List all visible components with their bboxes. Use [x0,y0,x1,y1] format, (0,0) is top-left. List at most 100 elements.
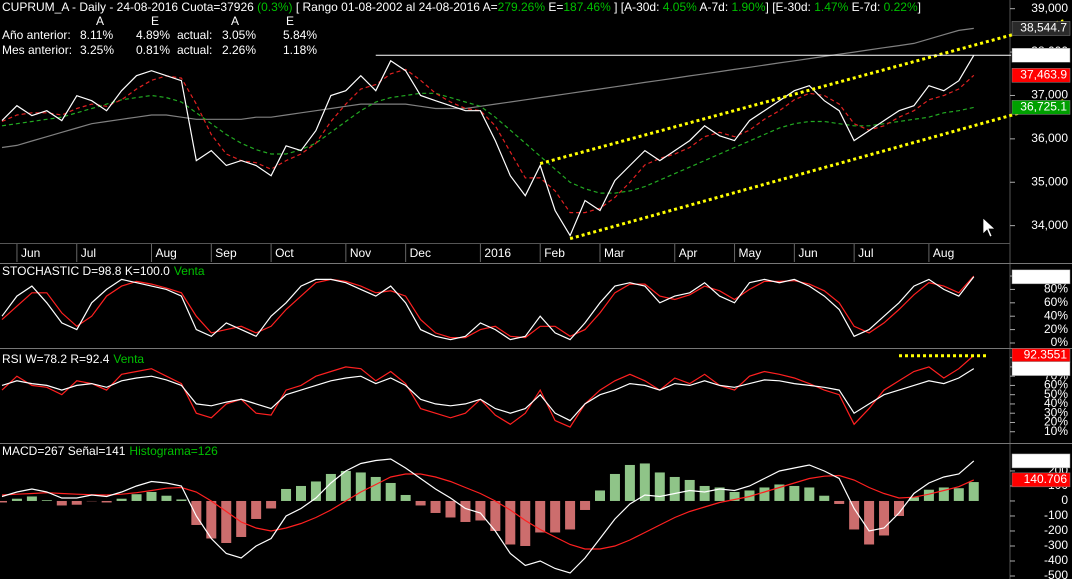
x-tick-label: Aug [933,246,954,260]
histogram-bar [176,499,187,501]
histogram-bar [281,488,292,501]
stats-value: 3.05% [222,28,256,42]
series-line [1,276,975,341]
histogram-bar [774,484,785,501]
header-part: [ Rango 01-08-2002 al 24-08-2016 A= [292,0,497,14]
price-tag [1011,453,1071,469]
histogram-bar [296,485,306,501]
stats-label: Año anterior: [2,28,71,42]
header-part: 187.46% [563,0,611,14]
histogram-bar [894,500,904,516]
price-tag-label: 78.1654 [1024,361,1068,375]
header-part: 1.47% [814,0,848,14]
x-tick-label: Mar [604,246,625,260]
histogram-bar [744,490,755,501]
histogram-bar [146,491,157,501]
x-tick-label: Apr [679,246,698,260]
price-tag-label: 37,926.2 [1020,47,1067,61]
histogram-bar [879,500,890,536]
histogram-bar [101,500,112,503]
histogram-bar [340,470,351,501]
histogram-bar [355,472,366,501]
price-tag-label: 98.8107 [1024,269,1068,283]
header-part: E= [545,0,563,14]
histogram-bar [370,476,381,501]
y-tick-label: 39,000 [1031,1,1068,15]
histogram-bar [415,500,426,506]
histogram-bar [71,500,82,505]
price-tag-label: 36,725.1 [1020,100,1067,114]
x-tick-label: Jun [21,246,40,260]
histogram-bar [714,487,725,501]
histogram-bar [639,463,650,501]
y-tick-label: 36,000 [1031,131,1068,145]
y-tick-label: -200 [1044,523,1068,537]
stats-value: 8.11% [80,28,113,42]
x-tick-label: Nov [350,246,371,260]
histogram-bar [26,496,37,501]
header-part: 1.90% [732,0,766,14]
histogram-bar [804,487,815,501]
histogram-bar [699,485,710,501]
y-tick-label: 40% [1044,308,1068,322]
y-tick-label: 50% [1044,387,1068,401]
mouse-cursor [982,217,996,238]
histogram-bar [490,500,501,531]
trendline [569,99,1064,241]
histogram-bar [565,500,576,530]
y-tick-label: 30% [1044,405,1068,419]
x-tick-label: May [739,246,762,260]
histogram-bar [475,500,486,521]
panel-signal: Venta [113,352,144,366]
x-tick-label: Dec [410,246,431,260]
panel-title-text: RSI W=78.2 R=92.4 [2,352,110,366]
histogram-bar [864,500,875,545]
histogram-bar [535,500,546,533]
histogram-bar [908,497,919,501]
histogram-bar [385,482,396,501]
histogram-bar [595,490,605,501]
histogram-bar [654,472,665,501]
y-tick-label: -100 [1044,508,1068,522]
panel-title: STOCHASTIC D=98.8 K=100.0 Venta [2,264,205,278]
histogram-bar [236,500,247,537]
y-tick-label: 34,000 [1031,218,1068,232]
histogram-bar [968,482,979,501]
stats-value: 0.81% [136,43,170,57]
stats-value: 2.26% [222,43,256,57]
y-tick-label: 20% [1044,322,1068,336]
header-part: ] [E-30d: [766,0,815,14]
stats-label: Mes anterior: [2,43,72,57]
price-tag [1011,100,1071,115]
stats-value: 1.18% [283,43,317,57]
chart-header: CUPRUM_A - Daily - 24-08-2016 Cuota=3792… [2,0,921,14]
price-tag-label: 37,463.9 [1020,68,1067,82]
histogram-bar [505,500,516,545]
histogram-bar [849,500,860,530]
histogram-bar [609,473,620,501]
histogram-bar [460,500,471,522]
stats-label: actual: [177,43,212,57]
histogram-bar [131,494,142,501]
y-tick-label: 20% [1044,415,1068,429]
header-part: 0.22% [884,0,918,14]
price-tag [1011,68,1071,83]
stats-value: 3.25% [80,43,114,57]
trendline [539,19,1064,166]
histogram-bar [325,473,336,501]
price-tag-label: 38,544.7 [1020,21,1067,35]
histogram-bar [251,500,262,519]
series-line [1,92,974,194]
histogram-bar [41,500,52,501]
stats-column: A [96,14,104,28]
stats-value: 5.84% [283,28,317,42]
price-tag-label: 92.3551 [1024,348,1068,362]
panel-title-text: MACD=267 Señal=141 [2,444,126,458]
header-part: ] [A-30d: [611,0,663,14]
y-tick-label: 60% [1044,295,1068,309]
histogram-bar [729,491,740,501]
price-tag [1011,472,1071,488]
